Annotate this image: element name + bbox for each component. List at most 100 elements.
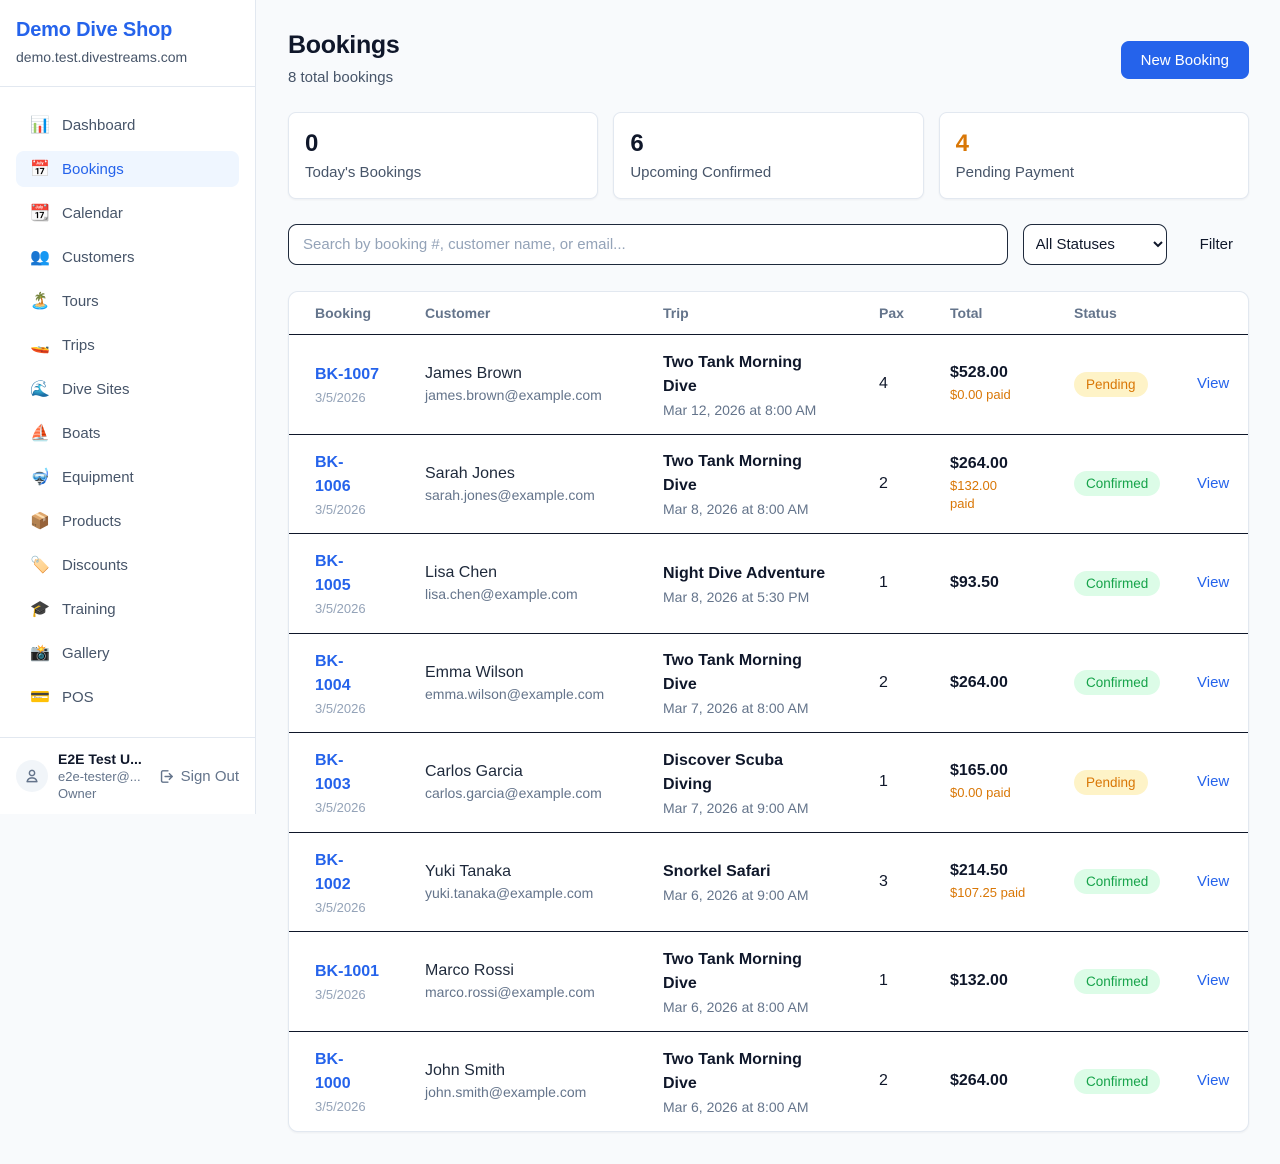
customer-cell: Marco Rossi marco.rossi@example.com [425,962,663,1000]
booking-id-link[interactable]: BK- 1005 [315,553,351,595]
customer-cell: Lisa Chen lisa.chen@example.com [425,564,663,602]
sidebar-item-label: Calendar [62,204,123,222]
status-cell: Confirmed [1074,1068,1197,1094]
view-link[interactable]: View [1197,773,1230,791]
pax-value: 4 [879,375,888,393]
stat-card-todays-bookings: 0 Today's Bookings [288,112,599,199]
sidebar: Demo Dive Shop demo.test.divestreams.com… [0,0,256,814]
total-cell: $528.00 $0.00 paid [950,364,1074,404]
sidebar-item-customers[interactable]: 👥 Customers [16,239,239,275]
column-header-status: Status [1074,305,1117,321]
booking-id-link[interactable]: BK- 1003 [315,752,351,794]
sidebar-item-label: Boats [62,424,101,442]
trip-cell: Two Tank Morning Dive Mar 6, 2026 at 8:0… [663,1048,879,1115]
view-link[interactable]: View [1197,872,1230,890]
sidebar-item-tours[interactable]: 🏝️ Tours [16,283,239,319]
sign-out-button[interactable]: Sign Out [158,768,239,785]
sidebar-item-dashboard[interactable]: 📊 Dashboard [16,107,239,143]
calendar-icon: 📆 [30,205,50,222]
customer-cell: Carlos Garcia carlos.garcia@example.com [425,763,663,801]
paid-amount: $107.25 paid [950,884,1026,900]
trip-name: Discover Scuba Diving [663,751,784,793]
total-amount: $214.50 [950,861,1008,879]
sidebar-item-label: POS [62,688,94,706]
sidebar-item-calendar[interactable]: 📆 Calendar [16,195,239,231]
stat-label: Pending Payment [955,164,1075,181]
booking-cell: BK- 1006 3/5/2026 [315,451,425,517]
customer-email: sarah.jones@example.com [425,486,595,503]
view-link[interactable]: View [1197,574,1230,592]
user-panel: E2E Test U... e2e-tester@... Owner Sign … [0,737,255,814]
status-filter-select[interactable]: All Statuses [1022,224,1167,265]
stat-label: Upcoming Confirmed [630,164,772,181]
total-amount: $132.00 [950,972,1008,990]
sidebar-item-label: Tours [62,292,99,310]
sidebar-item-boats[interactable]: ⛵ Boats [16,415,239,451]
filter-button[interactable]: Filter [1199,236,1233,253]
avatar [16,760,48,792]
table-row: BK-1001 3/5/2026 Marco Rossi marco.rossi… [289,932,1248,1032]
main-content: Bookings 8 total bookings New Booking 0 … [256,0,1280,1164]
sidebar-item-label: Bookings [62,160,124,178]
trip-name: Two Tank Morning Dive [663,950,802,992]
status-badge: Confirmed [1074,670,1161,696]
sidebar-item-training[interactable]: 🎓 Training [16,591,239,627]
actions-cell: View [1197,1072,1232,1090]
booking-id-link[interactable]: BK- 1002 [315,851,351,893]
user-name: E2E Test U... [58,751,142,767]
sidebar-item-gallery[interactable]: 📸 Gallery [16,635,239,671]
sidebar-item-label: Products [62,512,122,530]
booking-id-link[interactable]: BK- 1006 [315,453,351,495]
user-email: e2e-tester@... [58,769,141,784]
trip-datetime: Mar 6, 2026 at 8:00 AM [663,998,809,1015]
stats-row: 0 Today's Bookings 6 Upcoming Confirmed … [288,112,1249,199]
actions-cell: View [1197,773,1232,791]
sidebar-item-products[interactable]: 📦 Products [16,503,239,539]
page-header-text: Bookings 8 total bookings [288,31,400,86]
view-link[interactable]: View [1197,474,1230,492]
sidebar-item-discounts[interactable]: 🏷️ Discounts [16,547,239,583]
booking-date: 3/5/2026 [315,800,366,816]
gallery-icon: 📸 [30,645,50,662]
view-link[interactable]: View [1197,972,1230,990]
page-subtitle: 8 total bookings [288,69,394,86]
booking-id-link[interactable]: BK- 1000 [315,1051,351,1093]
booking-id-link[interactable]: BK-1007 [315,366,380,384]
status-cell: Pending [1074,769,1197,795]
view-link[interactable]: View [1197,375,1230,393]
customer-name: Lisa Chen [425,564,498,582]
trip-datetime: Mar 8, 2026 at 8:00 AM [663,501,809,518]
trip-cell: Two Tank Morning Dive Mar 7, 2026 at 8:0… [663,649,879,716]
new-booking-button[interactable]: New Booking [1120,41,1249,79]
search-input[interactable] [288,224,1008,265]
sidebar-item-trips[interactable]: 🚤 Trips [16,327,239,363]
status-badge: Pending [1074,769,1148,795]
table-row: BK-1007 3/5/2026 James Brown james.brown… [289,335,1248,435]
stat-value: 4 [955,130,970,157]
table-row: BK- 1002 3/5/2026 Yuki Tanaka yuki.tanak… [289,833,1248,932]
sidebar-item-bookings[interactable]: 📅 Bookings [16,151,239,187]
total-cell: $264.00 $132.00 paid [950,455,1074,513]
sidebar-item-equipment[interactable]: 🤿 Equipment [16,459,239,495]
customer-email: james.brown@example.com [425,387,602,404]
view-link[interactable]: View [1197,1072,1230,1090]
status-badge: Confirmed [1074,1068,1161,1094]
view-link[interactable]: View [1197,673,1230,691]
sidebar-item-dive-sites[interactable]: 🌊 Dive Sites [16,371,239,407]
booking-id-link[interactable]: BK-1001 [315,963,380,981]
actions-cell: View [1197,574,1232,592]
sidebar-item-pos[interactable]: 💳 POS [16,679,239,715]
paid-amount: $132.00 paid [950,477,997,511]
status-badge: Pending [1074,371,1148,397]
column-header-customer: Customer [425,305,491,321]
booking-date: 3/5/2026 [315,501,366,517]
sidebar-item-label: Dive Sites [62,380,130,398]
total-cell: $93.50 [950,574,1074,592]
booking-id-link[interactable]: BK- 1004 [315,652,351,694]
brand-name[interactable]: Demo Dive Shop [16,19,173,41]
table-row: BK- 1005 3/5/2026 Lisa Chen lisa.chen@ex… [289,534,1248,634]
customer-email: marco.rossi@example.com [425,984,595,1001]
trip-name: Night Dive Adventure [663,564,826,582]
total-cell: $264.00 [950,1072,1074,1090]
